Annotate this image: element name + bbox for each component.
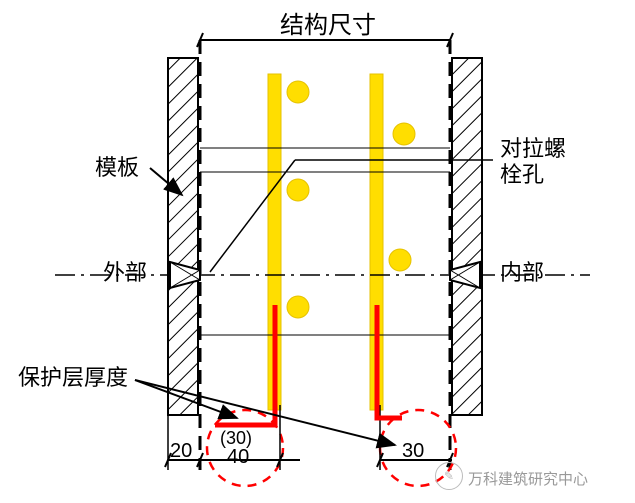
watermark-icon: ✎ bbox=[435, 462, 463, 490]
title-label: 结构尺寸 bbox=[280, 5, 376, 40]
tie-dot bbox=[287, 296, 309, 318]
dim-30: 30 bbox=[402, 440, 424, 463]
watermark-text: 万科建筑研究中心 bbox=[468, 468, 588, 489]
outside-label: 外部 bbox=[103, 255, 147, 287]
cover-thickness-label: 保护层厚度 bbox=[18, 360, 128, 392]
tie-dot bbox=[389, 249, 411, 271]
dim-20: 20 bbox=[170, 440, 192, 463]
dim-40: 40 bbox=[227, 446, 249, 469]
tie-dot bbox=[393, 123, 415, 145]
formwork-label: 模板 bbox=[95, 150, 139, 182]
inside-label: 内部 bbox=[500, 255, 544, 287]
tie-dot bbox=[287, 179, 309, 201]
right-formwork bbox=[452, 58, 482, 415]
left-formwork bbox=[168, 58, 198, 415]
tiehole-label: 对拉螺 栓孔 bbox=[500, 136, 566, 189]
structural-diagram bbox=[0, 0, 635, 503]
tie-dot bbox=[287, 81, 309, 103]
